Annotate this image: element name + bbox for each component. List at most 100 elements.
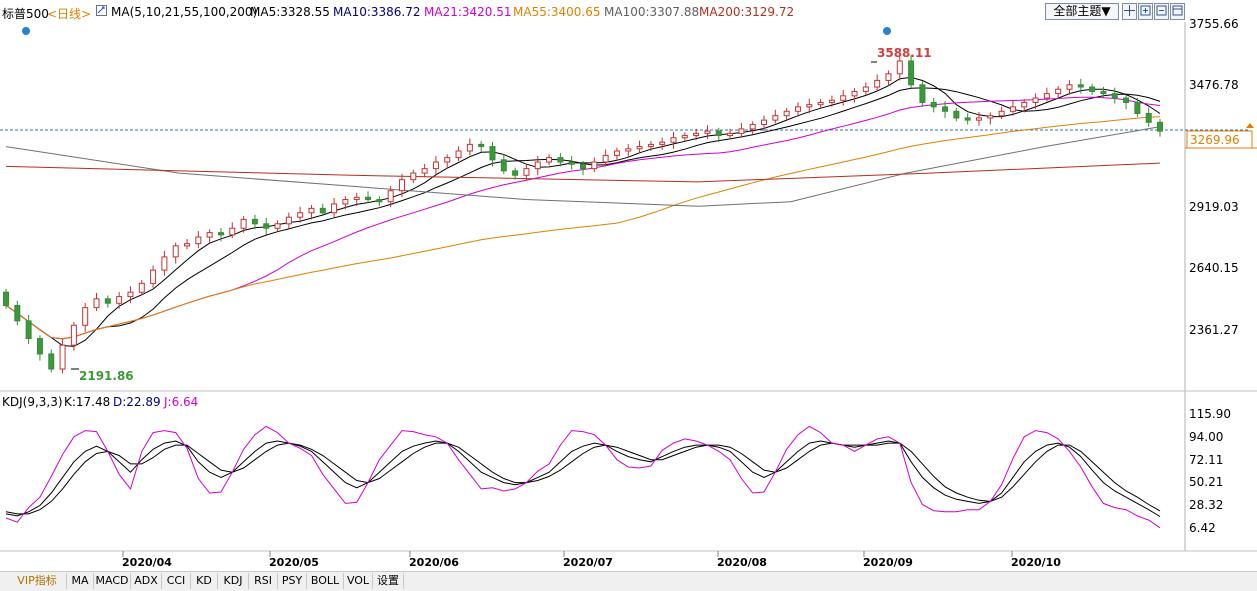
candle-body-up <box>421 168 428 174</box>
candle-body-up <box>1032 97 1039 103</box>
candle-body-down <box>1145 112 1152 123</box>
kdj-tick-label: 50.21 <box>1189 475 1223 489</box>
candle-body-down <box>1111 93 1118 99</box>
candle-body-up <box>794 106 801 112</box>
kdj-tick-label: 28.32 <box>1189 498 1223 512</box>
candles <box>3 55 1163 374</box>
candle-body-up <box>172 245 179 258</box>
tab-8[interactable]: PSY <box>278 573 307 589</box>
kdj-tick-label: 94.00 <box>1189 430 1223 444</box>
candle-body-up <box>455 150 462 159</box>
candle-body-up <box>591 161 598 170</box>
candle-body-up <box>738 128 745 134</box>
kdj-tick-label: 115.90 <box>1189 407 1231 421</box>
zoom-out-icon[interactable] <box>1154 3 1169 20</box>
price-tick-label: 2919.03 <box>1189 200 1239 214</box>
candle-body-up <box>1055 88 1062 95</box>
kdj-j-value: J:6.64 <box>163 395 198 409</box>
price-axis: 3755.66 3476.78 2919.03 2640.15 2361.27 <box>1189 17 1239 337</box>
candle-body-down <box>1089 86 1096 92</box>
event-marker[interactable] <box>883 27 891 35</box>
price-tick-label: 2361.27 <box>1189 323 1239 337</box>
date-tick-label: 2020/07 <box>563 556 613 569</box>
kdj-tick-label: 6.42 <box>1189 521 1216 535</box>
candle-body-down <box>715 130 722 137</box>
candle-body-up <box>602 154 609 163</box>
candle-body-up <box>82 307 89 326</box>
candle-body-up <box>885 73 892 81</box>
candle-body-down <box>1077 84 1084 88</box>
candle-body-up <box>240 218 247 229</box>
price-tick-label: 3755.66 <box>1189 17 1239 31</box>
period-label[interactable]: <日线> <box>47 7 92 21</box>
tab-11[interactable]: 设置 <box>373 573 404 589</box>
ma-settings-icon-svg <box>96 5 107 16</box>
candle-body-up <box>398 179 405 192</box>
ma-settings-icon[interactable] <box>96 5 107 19</box>
tab-7[interactable]: RSI <box>249 573 278 589</box>
zoom-in-icon[interactable] <box>1138 3 1153 20</box>
candle-body-up <box>59 344 66 370</box>
kdj-axis: 115.90 94.00 72.11 50.21 28.32 6.42 <box>1189 407 1231 535</box>
candle-body-up <box>704 130 711 134</box>
candle-body-down <box>251 218 258 225</box>
tab-10[interactable]: VOL <box>344 573 373 589</box>
candle-body-up <box>806 104 813 108</box>
date-tick-label: 2020/09 <box>863 556 913 569</box>
tab-6[interactable]: KDJ <box>218 573 249 589</box>
tab-5[interactable]: KD <box>191 573 218 589</box>
candle-body-down <box>14 304 21 322</box>
kdj-k-value: K:17.48 <box>64 395 110 409</box>
candlestick-chart[interactable]: 3755.66 3476.78 2919.03 2640.15 2361.27 115.… <box>0 0 1257 571</box>
price-arrow-icon <box>1246 123 1254 128</box>
candle-body-down <box>36 338 43 355</box>
date-tick-label: 2020/10 <box>1011 556 1061 569</box>
crosshair-icon[interactable] <box>1122 3 1137 20</box>
event-marker[interactable] <box>22 27 30 35</box>
candle-body-up <box>670 137 677 143</box>
candle-body-up <box>410 172 417 181</box>
candle-body-up <box>387 190 394 203</box>
ma21-line <box>5 96 1161 340</box>
candle-body-down <box>478 143 485 148</box>
ma100-value: MA100:3307.88 <box>604 5 700 19</box>
candle-body-down <box>953 110 960 119</box>
kdj-label: KDJ(9,3,3) <box>2 395 63 409</box>
kdj-j-line <box>5 425 1161 529</box>
symbol-name: 标普500 <box>2 7 49 21</box>
candle-body-up <box>546 157 553 163</box>
current-price-label: 3269.96 <box>1190 133 1240 147</box>
candle-body-up <box>636 146 643 150</box>
candle-body-up <box>862 86 869 92</box>
tab-9[interactable]: BOLL <box>307 573 344 589</box>
candle-body-up <box>1066 84 1073 90</box>
candle-body-up <box>127 291 134 298</box>
candle-body-down <box>568 161 575 165</box>
candle-body-up <box>851 90 858 97</box>
candle-body-up <box>998 110 1005 117</box>
candle-body-up <box>761 119 768 126</box>
candle-body-up <box>693 132 700 137</box>
tab-3[interactable]: ADX <box>131 573 162 589</box>
high-annotation: 3588.11 <box>877 46 932 60</box>
candle-body-up <box>613 150 620 156</box>
ma21-value: MA21:3420.51 <box>424 5 512 19</box>
tab-2[interactable]: MACD <box>94 573 131 589</box>
ma-params-label: MA(5,10,21,55,100,200) <box>111 5 258 19</box>
theme-dropdown-button[interactable]: 全部主题▼ <box>1045 3 1119 20</box>
candle-body-up <box>625 148 632 152</box>
date-axis: 2020/04 2020/05 2020/06 2020/07 2020/08 2020/… <box>122 551 1061 569</box>
kdj-d-value: D:22.89 <box>113 395 161 409</box>
zoom-out-icon-svg <box>1156 5 1167 16</box>
ma55-line <box>5 116 1161 340</box>
tab-0[interactable]: VIP指标 <box>8 573 67 589</box>
ma5-value: MA5:3328.55 <box>250 5 330 19</box>
fullscreen-icon[interactable] <box>1170 3 1185 20</box>
tab-4[interactable]: CCI <box>162 573 191 589</box>
candle-body-up <box>285 216 292 225</box>
candle-body-down <box>48 353 55 370</box>
candle-body-down <box>217 232 224 236</box>
candle-body-down <box>365 196 372 201</box>
candle-body-up <box>229 227 236 236</box>
tab-1[interactable]: MA <box>67 573 94 589</box>
